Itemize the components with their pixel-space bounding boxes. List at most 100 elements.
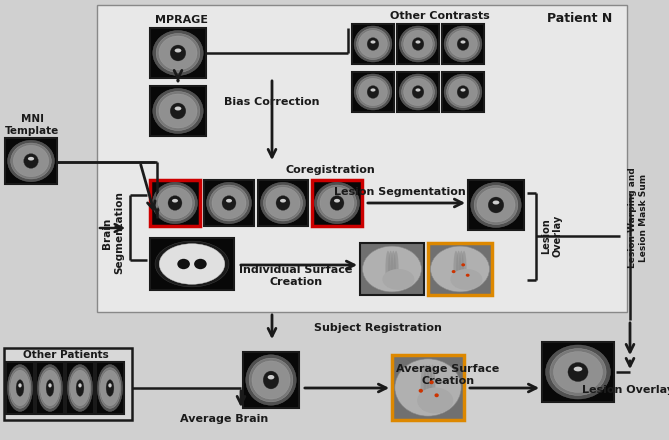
Ellipse shape	[412, 86, 424, 99]
Ellipse shape	[447, 29, 480, 59]
Ellipse shape	[153, 88, 203, 133]
Ellipse shape	[18, 383, 21, 388]
Bar	[150, 238, 234, 290]
Ellipse shape	[367, 37, 379, 51]
Ellipse shape	[412, 37, 424, 51]
Ellipse shape	[454, 251, 458, 287]
Ellipse shape	[466, 274, 470, 277]
Ellipse shape	[168, 196, 182, 210]
Ellipse shape	[415, 88, 421, 92]
Ellipse shape	[444, 74, 482, 110]
Ellipse shape	[249, 358, 293, 402]
Ellipse shape	[41, 370, 60, 406]
Ellipse shape	[264, 185, 302, 221]
Ellipse shape	[108, 383, 112, 388]
Ellipse shape	[423, 365, 429, 410]
Ellipse shape	[68, 365, 92, 411]
Ellipse shape	[393, 251, 399, 287]
Text: Individual Surface
Creation: Individual Surface Creation	[240, 265, 353, 287]
Ellipse shape	[170, 103, 186, 119]
Bar	[397, 72, 439, 112]
Ellipse shape	[459, 251, 464, 287]
Text: Lesion
Overlay: Lesion Overlay	[541, 215, 563, 257]
Text: Lesion Overlay: Lesion Overlay	[582, 385, 669, 395]
Bar	[66, 362, 94, 414]
Ellipse shape	[419, 389, 423, 393]
Text: MNI
Template: MNI Template	[5, 114, 59, 136]
Bar	[360, 243, 424, 295]
Text: Lesion Warping and
Lesion Mask Sum: Lesion Warping and Lesion Mask Sum	[628, 168, 648, 268]
Text: Patient N: Patient N	[547, 11, 613, 25]
Ellipse shape	[11, 370, 29, 406]
Ellipse shape	[417, 388, 453, 414]
Ellipse shape	[23, 154, 38, 169]
Ellipse shape	[357, 77, 389, 108]
Ellipse shape	[456, 251, 461, 287]
Ellipse shape	[207, 182, 252, 224]
Bar	[428, 243, 492, 295]
Ellipse shape	[153, 30, 203, 76]
Ellipse shape	[449, 78, 477, 106]
Ellipse shape	[371, 88, 375, 92]
Ellipse shape	[99, 368, 121, 408]
Bar	[150, 86, 206, 136]
Ellipse shape	[156, 92, 200, 131]
Text: Other Contrasts: Other Contrasts	[390, 11, 490, 21]
Ellipse shape	[11, 143, 52, 179]
Ellipse shape	[452, 270, 456, 273]
Ellipse shape	[320, 187, 354, 219]
Ellipse shape	[16, 380, 24, 396]
Ellipse shape	[69, 368, 91, 408]
Ellipse shape	[462, 251, 466, 287]
Ellipse shape	[568, 363, 588, 381]
Ellipse shape	[462, 263, 465, 266]
Text: Average Surface
Creation: Average Surface Creation	[396, 364, 500, 386]
Ellipse shape	[460, 40, 466, 44]
Ellipse shape	[159, 244, 225, 284]
Ellipse shape	[395, 359, 461, 416]
Text: Average Brain: Average Brain	[180, 414, 268, 424]
Ellipse shape	[155, 185, 195, 221]
Text: Brain
Segmentation: Brain Segmentation	[102, 191, 124, 275]
Bar	[352, 72, 394, 112]
Ellipse shape	[260, 182, 306, 224]
Ellipse shape	[363, 246, 421, 292]
Ellipse shape	[76, 380, 84, 396]
Ellipse shape	[399, 74, 437, 110]
Ellipse shape	[401, 77, 434, 108]
Ellipse shape	[78, 383, 82, 388]
Bar	[96, 362, 124, 414]
Ellipse shape	[444, 26, 482, 62]
Text: Lesion Segmentation: Lesion Segmentation	[334, 187, 466, 197]
Ellipse shape	[457, 86, 469, 99]
Ellipse shape	[159, 36, 197, 70]
Ellipse shape	[37, 365, 63, 411]
Bar	[442, 24, 484, 64]
Ellipse shape	[574, 367, 582, 371]
Ellipse shape	[246, 355, 296, 405]
Ellipse shape	[9, 368, 31, 408]
Ellipse shape	[488, 197, 504, 213]
Ellipse shape	[212, 187, 246, 219]
Ellipse shape	[421, 365, 426, 410]
Ellipse shape	[359, 30, 387, 58]
Bar	[312, 180, 362, 226]
Ellipse shape	[354, 26, 392, 62]
Ellipse shape	[222, 196, 236, 210]
Text: Bias Correction: Bias Correction	[224, 97, 320, 107]
Ellipse shape	[28, 157, 34, 161]
Ellipse shape	[471, 183, 521, 227]
Ellipse shape	[460, 88, 466, 92]
Ellipse shape	[334, 199, 340, 202]
Bar	[468, 180, 524, 230]
Text: Other Patients: Other Patients	[23, 350, 109, 360]
Ellipse shape	[172, 199, 178, 202]
Ellipse shape	[330, 196, 344, 210]
Ellipse shape	[431, 246, 490, 292]
Ellipse shape	[266, 187, 300, 219]
Ellipse shape	[209, 185, 248, 221]
Bar	[150, 180, 200, 226]
Text: Subject Registration: Subject Registration	[314, 323, 442, 333]
Ellipse shape	[388, 251, 393, 287]
Ellipse shape	[100, 370, 120, 406]
